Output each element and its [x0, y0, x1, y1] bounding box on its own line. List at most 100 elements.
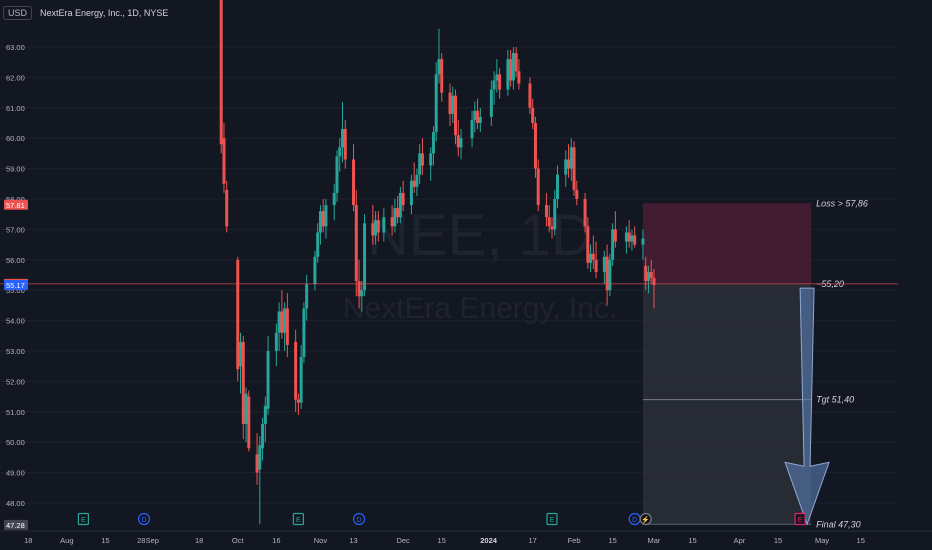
time-axis[interactable]: 18 Aug 15 28 Sep 18 Oct 16 Nov 13 Dec 15 2024 17 Feb 15… — [0, 530, 932, 545]
candle — [338, 138, 342, 172]
candle — [258, 436, 262, 525]
candle-body — [313, 256, 317, 285]
candle — [575, 180, 579, 206]
candle — [644, 256, 648, 291]
candle — [363, 214, 367, 297]
candle-body — [528, 83, 532, 108]
candle — [420, 138, 424, 175]
candle — [225, 180, 229, 233]
candle — [222, 123, 226, 193]
candle — [299, 344, 303, 409]
event-marker: ⚡ — [639, 512, 652, 526]
candle — [354, 189, 358, 297]
price-label-box — [4, 519, 28, 530]
candle-body — [332, 192, 336, 206]
candle-body — [321, 211, 325, 227]
candle — [459, 129, 463, 160]
final-label: Final 47,30 — [816, 519, 861, 529]
candle — [360, 281, 364, 312]
candle — [646, 265, 650, 294]
candle-body — [575, 189, 579, 199]
candle-body — [627, 232, 631, 242]
candle — [544, 192, 548, 227]
candle-body — [544, 205, 548, 218]
candle — [451, 86, 455, 123]
candle-body — [274, 332, 278, 351]
candle-body — [335, 156, 339, 193]
candle — [547, 205, 551, 233]
candle — [564, 150, 568, 187]
price-tick-label: 62.00 — [6, 73, 25, 82]
price-tick-label: 53.00 — [6, 347, 25, 356]
candle-body — [644, 265, 648, 282]
candle-body — [547, 217, 551, 227]
time-tick-label: Dec — [396, 536, 410, 545]
candle — [280, 290, 284, 339]
time-tick-label: Sep — [146, 536, 159, 545]
candle-body — [390, 217, 394, 227]
target-zone — [642, 284, 812, 525]
candle-body — [517, 71, 521, 84]
candle — [316, 223, 320, 263]
currency-button[interactable]: USD — [3, 6, 33, 20]
event-marker: E — [794, 512, 806, 526]
candle-body — [222, 138, 226, 184]
event-label: E — [550, 517, 555, 524]
candle — [352, 144, 356, 212]
candle-body — [299, 357, 303, 403]
candle-body — [247, 396, 251, 449]
candle — [454, 89, 458, 145]
event-label: E — [296, 517, 301, 524]
time-tick-label: 2024 — [480, 536, 498, 545]
price-tick-label: 48.00 — [6, 499, 25, 508]
candle-body — [241, 341, 245, 424]
time-tick-label: 17 — [529, 536, 537, 545]
candle-body — [255, 454, 259, 473]
candle-body — [556, 174, 559, 199]
event-box — [546, 512, 558, 526]
candles — [219, 0, 656, 525]
candle-body — [294, 341, 298, 400]
chart-header: USD NextEra Energy, Inc., 1D, NYSE — [0, 3, 168, 23]
event-circle — [352, 512, 366, 526]
candle — [569, 138, 573, 181]
candle-body — [239, 341, 243, 367]
candle-body — [371, 223, 375, 236]
candle-body — [470, 119, 474, 139]
candle-body — [429, 153, 433, 166]
candle-body — [605, 256, 609, 291]
event-box — [794, 512, 806, 526]
candle-body — [418, 153, 422, 175]
candle — [550, 217, 554, 239]
loss-label: Loss > 57,86 — [816, 198, 868, 208]
candle — [296, 393, 300, 415]
candle — [393, 199, 397, 233]
candle — [390, 205, 394, 236]
candle-body — [594, 259, 598, 272]
price-axis[interactable]: 48.00 49.00 50.00 51.00 52.00 53.00 54.00 55.00… — [4, 43, 28, 530]
price-tick-label: 57.00 — [6, 225, 25, 234]
candle — [556, 165, 559, 209]
candle-body — [244, 393, 248, 424]
time-tick-label: 15 — [608, 536, 616, 545]
candle — [624, 226, 628, 254]
candle-body — [649, 271, 653, 279]
candle-body — [338, 147, 342, 157]
candle — [572, 141, 576, 196]
candle-body — [318, 211, 322, 233]
candle — [332, 183, 336, 221]
candle-body — [652, 278, 656, 286]
candle-body — [506, 59, 510, 90]
price-tick-label: 60.00 — [6, 134, 25, 143]
candle — [431, 126, 435, 166]
candle-body — [608, 259, 612, 291]
candle — [583, 192, 587, 233]
candle — [649, 259, 653, 285]
candle-body — [476, 110, 480, 123]
price-label: 55.17 — [6, 281, 25, 290]
candle-body — [258, 445, 262, 470]
candle — [429, 147, 433, 181]
candle — [589, 244, 593, 272]
